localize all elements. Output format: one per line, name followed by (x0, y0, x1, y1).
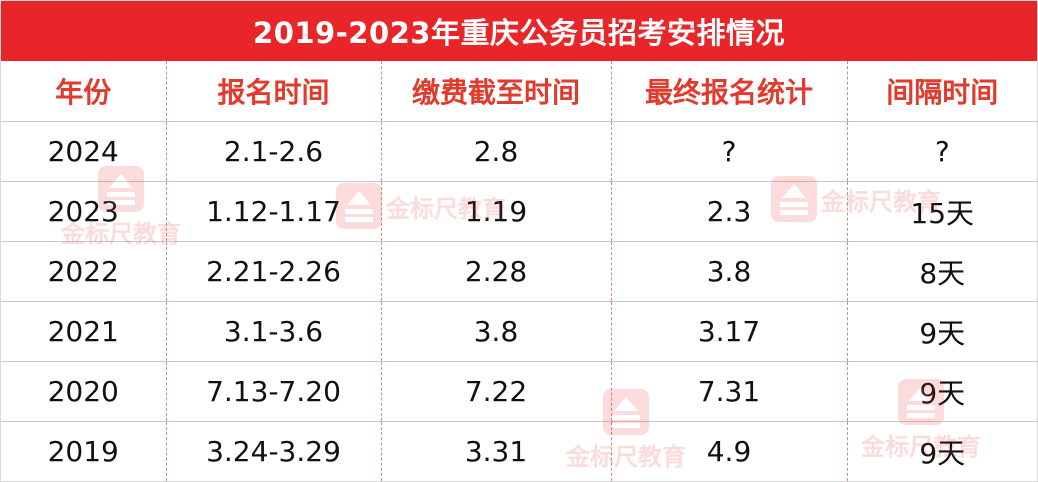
cell-payment-deadline: 3.31 (380, 421, 611, 481)
cell-final-count: 3.17 (610, 301, 847, 362)
cell-registration-time: 7.13-7.20 (165, 361, 381, 422)
header-registration-time: 报名时间 (165, 61, 381, 122)
cell-final-count: 3.8 (610, 241, 847, 302)
table-row: 2023 1.12-1.17 1.19 2.3 15天 (1, 181, 1037, 242)
cell-year: 2024 (1, 121, 166, 182)
cell-registration-time: 3.24-3.29 (165, 421, 381, 481)
cell-interval: 9天 (846, 421, 1037, 481)
cell-interval: 9天 (846, 361, 1037, 422)
cell-interval: ? (846, 121, 1037, 182)
cell-final-count: ? (610, 121, 847, 182)
cell-year: 2020 (1, 361, 166, 422)
table-row: 2019 3.24-3.29 3.31 4.9 9天 (1, 421, 1037, 481)
header-payment-deadline: 缴费截至时间 (380, 61, 611, 122)
cell-final-count: 4.9 (610, 421, 847, 481)
cell-year: 2019 (47, 435, 119, 468)
cell-year: 2023 (1, 181, 166, 242)
cell-registration-time: 2.1-2.6 (165, 121, 381, 182)
cell-payment-deadline: 2.8 (380, 121, 611, 182)
cell-registration-time: 2.21-2.26 (165, 241, 381, 302)
cell-interval: 8天 (846, 241, 1037, 302)
cell-registration-time: 3.1-3.6 (165, 301, 381, 362)
table-title: 2019-2023年重庆公务员招考安排情况 (1, 1, 1037, 61)
table-row: 2022 2.21-2.26 2.28 3.8 8天 (1, 241, 1037, 302)
table-row: 2020 7.13-7.20 7.22 7.31 9天 (1, 361, 1037, 422)
schedule-table: 年份 报名时间 缴费截至时间 最终报名统计 间隔时间 2024 2.1-2.6 … (1, 61, 1037, 481)
cell-year: 2022 (1, 241, 166, 302)
cell-interval: 15天 (846, 181, 1037, 242)
header-row: 年份 报名时间 缴费截至时间 最终报名统计 间隔时间 (1, 61, 1037, 122)
table-row: 2024 2.1-2.6 2.8 ? ? (1, 121, 1037, 182)
cell-registration-time: 1.12-1.17 (165, 181, 381, 242)
header-interval: 间隔时间 (846, 61, 1037, 122)
cell-payment-deadline: 3.8 (380, 301, 611, 362)
cell-final-count: 2.3 (610, 181, 847, 242)
table-row: 2021 3.1-3.6 3.8 3.17 9天 (1, 301, 1037, 362)
header-year: 年份 (1, 61, 166, 122)
cell-final-count: 7.31 (610, 361, 847, 422)
cell-payment-deadline: 2.28 (380, 241, 611, 302)
cell-interval: 9天 (846, 301, 1037, 362)
header-final-count: 最终报名统计 (610, 61, 847, 122)
cell-year: 2021 (1, 301, 166, 362)
cell-payment-deadline: 7.22 (380, 361, 611, 422)
cell-payment-deadline: 1.19 (380, 181, 611, 242)
